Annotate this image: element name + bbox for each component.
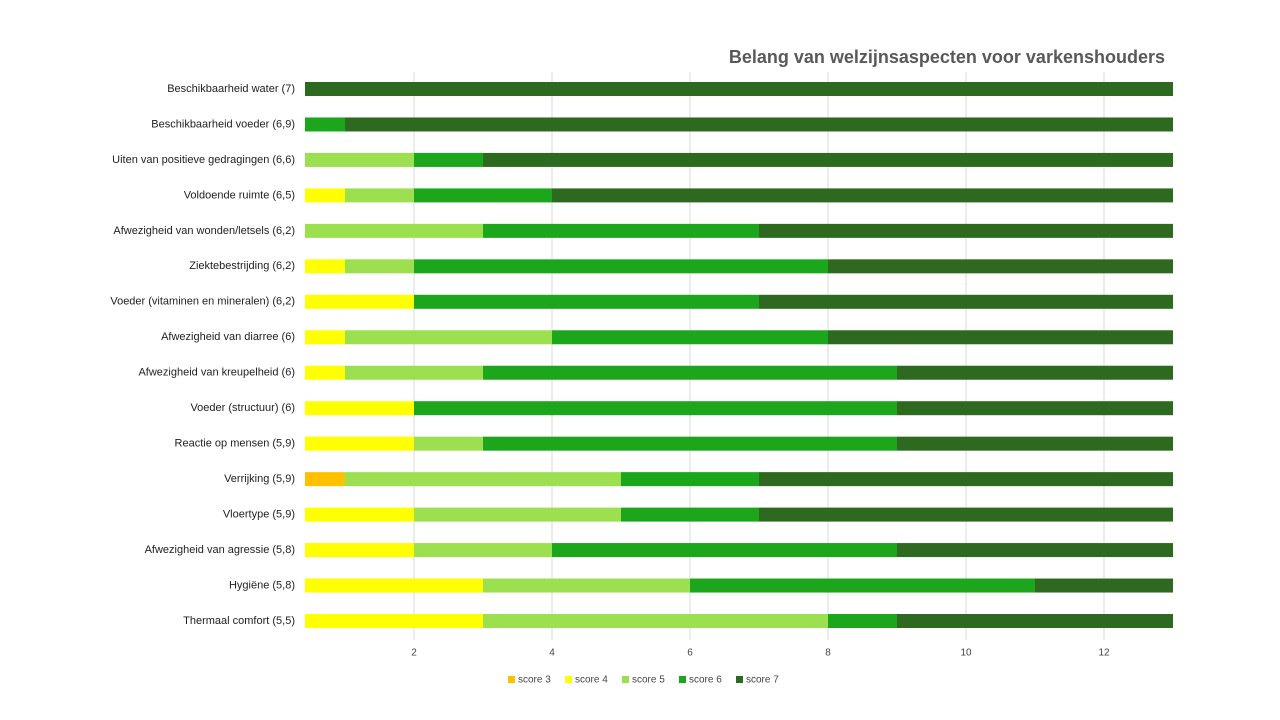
bar-segment	[1035, 578, 1173, 593]
y-tick-label: Afwezigheid van wonden/letsels (6,2)	[113, 225, 295, 237]
bar-segment	[345, 330, 553, 345]
bar-segment	[897, 436, 1173, 451]
bar-segment	[552, 330, 829, 345]
bar-segment	[414, 294, 760, 309]
bar-segment	[345, 117, 1174, 132]
bar-segment	[759, 294, 1173, 309]
bar-segment	[414, 507, 622, 522]
bar-segment	[552, 543, 898, 558]
y-tick-label: Voeder (structuur) (6)	[190, 402, 295, 414]
bar-segment	[759, 507, 1173, 522]
legend-swatch	[679, 676, 686, 683]
legend-label: score 5	[632, 675, 665, 686]
bar-segment	[305, 152, 415, 167]
bar-segment	[305, 82, 1173, 96]
y-tick-label: Voeder (vitaminen en mineralen) (6,2)	[110, 296, 295, 308]
chart-title: Belang van welzijnsaspecten voor varkens…	[729, 47, 1165, 67]
bar-segment	[414, 436, 484, 451]
bar-segment	[414, 259, 829, 274]
bar-segment	[345, 472, 622, 487]
bar-segment	[305, 330, 346, 345]
y-tick-label: Beschikbaarheid voeder (6,9)	[151, 118, 295, 130]
legend-swatch	[508, 676, 515, 683]
legend-label: score 7	[746, 675, 779, 686]
bar-segment	[828, 259, 1173, 274]
bar-segment	[305, 223, 484, 238]
legend-swatch	[736, 676, 743, 683]
x-tick-label: 6	[687, 648, 693, 659]
bar-segment	[305, 578, 484, 593]
bar-segment	[483, 223, 760, 238]
y-tick-label: Afwezigheid van diarree (6)	[161, 331, 295, 343]
y-tick-label: Afwezigheid van kreupelheid (6)	[138, 367, 295, 379]
bar-segment	[759, 472, 1173, 487]
bar-segment	[483, 365, 898, 380]
bar-segment	[897, 614, 1173, 628]
bar-segment	[621, 507, 760, 522]
bar-segment	[414, 188, 553, 203]
y-tick-label: Reactie op mensen (5,9)	[175, 438, 295, 450]
bar-segment	[690, 578, 1036, 593]
bar-segment	[345, 365, 484, 380]
bar-segment	[305, 436, 415, 451]
bar-segment	[305, 401, 415, 416]
bar-segment	[305, 294, 415, 309]
bar-segment	[483, 578, 691, 593]
bar-segment	[414, 543, 553, 558]
legend-label: score 4	[575, 675, 608, 686]
y-tick-label: Afwezigheid van agressie (5,8)	[145, 544, 295, 556]
legend-swatch	[622, 676, 629, 683]
bar-segment	[897, 365, 1173, 380]
legend-label: score 6	[689, 675, 722, 686]
y-tick-label: Uiten van positieve gedragingen (6,6)	[112, 154, 295, 166]
x-tick-label: 12	[1098, 648, 1110, 659]
bar-segment	[305, 117, 346, 132]
bar-segment	[828, 330, 1173, 345]
bar-segment	[305, 259, 346, 274]
bar-segment	[305, 614, 484, 628]
y-tick-label: Thermaal comfort (5,5)	[183, 615, 295, 627]
bar-segment	[345, 259, 415, 274]
y-tick-label: Ziektebestrijding (6,2)	[189, 260, 295, 272]
x-tick-label: 8	[825, 648, 831, 659]
bar-segment	[759, 223, 1173, 238]
bar-segment	[483, 436, 898, 451]
x-tick-label: 4	[549, 648, 555, 659]
y-tick-label: Vloertype (5,9)	[223, 509, 295, 521]
bar-segment	[305, 543, 415, 558]
legend-swatch	[565, 676, 572, 683]
x-tick-label: 2	[411, 648, 417, 659]
bar-segment	[345, 188, 415, 203]
legend-label: score 3	[518, 675, 551, 686]
bar-segment	[621, 472, 760, 487]
y-tick-label: Beschikbaarheid water (7)	[167, 83, 295, 95]
bar-segment	[305, 188, 346, 203]
bar-segment	[483, 152, 1174, 167]
bar-segment	[414, 152, 484, 167]
bar-segment	[305, 472, 346, 487]
bar-segment	[483, 614, 829, 628]
bar-segment	[305, 507, 415, 522]
x-tick-label: 10	[960, 648, 972, 659]
y-tick-label: Verrijking (5,9)	[224, 473, 295, 485]
bar-segment	[305, 365, 346, 380]
y-tick-label: Voldoende ruimte (6,5)	[184, 189, 295, 201]
y-tick-label: Hygiëne (5,8)	[229, 579, 295, 591]
bar-segment	[828, 614, 898, 628]
bar-segment	[897, 401, 1173, 416]
bar-segment	[552, 188, 1173, 203]
bar-segment	[897, 543, 1173, 558]
bar-segment	[414, 401, 898, 416]
